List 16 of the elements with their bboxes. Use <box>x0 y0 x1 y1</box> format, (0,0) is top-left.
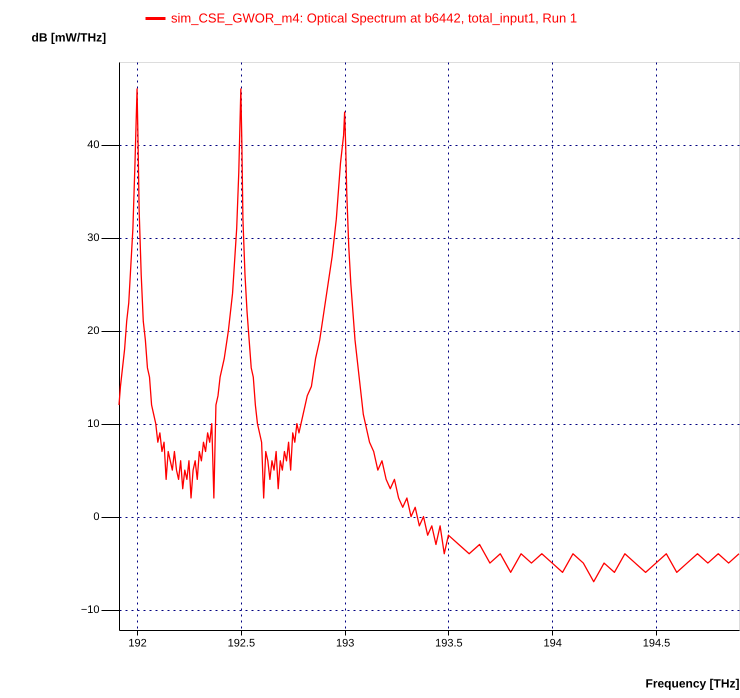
x-axis-title: Frequency [THz] <box>645 676 740 690</box>
x-tick-label: 193.5 <box>435 638 463 650</box>
y-tick-label: 30 <box>87 232 100 244</box>
y-tick-label: −10 <box>80 604 100 616</box>
x-tick-label: 194 <box>544 638 562 650</box>
x-tick-label: 193 <box>336 638 354 650</box>
x-tick-label: 194.5 <box>642 638 670 650</box>
y-tick-label: 10 <box>87 418 100 430</box>
x-tick-label: 192 <box>128 638 147 650</box>
x-tick-label: 192.5 <box>228 638 256 650</box>
y-tick-label: 40 <box>87 139 100 152</box>
y-tick-label: 0 <box>93 511 100 524</box>
y-axis-title: dB [mW/THz] <box>32 30 106 44</box>
legend-label: sim_CSE_GWOR_m4: Optical Spectrum at b6442, total_input1, Run 1 <box>171 10 578 26</box>
y-tick-label: 20 <box>87 325 100 338</box>
line-series <box>118 88 740 582</box>
